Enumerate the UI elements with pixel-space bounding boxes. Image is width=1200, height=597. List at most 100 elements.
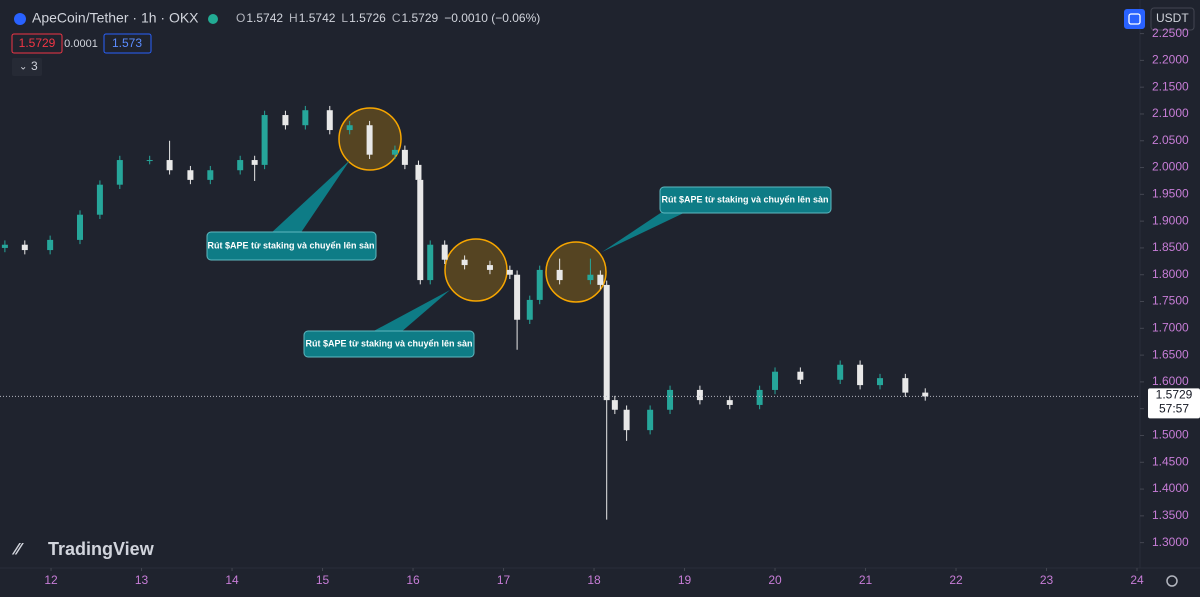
y-tick-label: 1.8000 xyxy=(1152,267,1189,281)
y-tick-label: 2.1000 xyxy=(1152,106,1189,120)
x-tick-label: 24 xyxy=(1130,573,1144,587)
y-tick-label: 1.6500 xyxy=(1152,347,1189,361)
y-tick-label: 2.1500 xyxy=(1152,79,1189,93)
candle-body xyxy=(391,149,398,155)
candle-body xyxy=(302,110,309,126)
callout-box xyxy=(206,231,377,261)
callout-pointer xyxy=(602,210,690,252)
symbol-title: ApeCoin/Tether · 1h · OKX xyxy=(32,10,199,26)
candle-body xyxy=(587,274,594,281)
ohlc-label: H xyxy=(289,11,298,25)
ohlc-value: 1.5726 xyxy=(349,11,386,25)
ask-price: 1.573 xyxy=(112,36,142,50)
currency-button[interactable] xyxy=(1150,7,1195,31)
candle-body xyxy=(187,170,194,180)
x-tick-label: 13 xyxy=(135,573,149,587)
ohlc-value: 1.5742 xyxy=(299,11,336,25)
y-tick-label: 1.5000 xyxy=(1152,428,1189,442)
candle-body xyxy=(417,179,424,281)
countdown: 57:57 xyxy=(1159,402,1189,416)
candle-body xyxy=(772,371,779,390)
candle-body xyxy=(47,239,54,251)
candle-body xyxy=(415,164,422,180)
x-tick-label: 23 xyxy=(1040,573,1054,587)
last-price-box xyxy=(1148,388,1200,419)
callout-pointer xyxy=(270,160,350,234)
x-tick-label: 20 xyxy=(768,573,782,587)
candle-body xyxy=(366,125,373,155)
currency: USDT xyxy=(1156,11,1189,25)
candle-body xyxy=(797,371,804,380)
candle-body xyxy=(623,409,630,431)
x-tick-label: 16 xyxy=(406,573,420,587)
last-price-label: 1.5729 xyxy=(1156,388,1193,402)
y-tick-label: 2.2500 xyxy=(1152,26,1189,40)
y-tick-label: 1.3500 xyxy=(1152,508,1189,522)
candle-body xyxy=(77,214,83,240)
candle-body xyxy=(857,364,864,386)
highlight-circle xyxy=(444,238,508,302)
candle-body xyxy=(96,184,103,215)
candle-body xyxy=(441,244,448,260)
candle-body xyxy=(556,269,563,281)
price-change: −0.0010 (−0.06%) xyxy=(444,11,540,25)
candle-body xyxy=(647,409,654,431)
y-tick-label: 2.0500 xyxy=(1152,133,1189,147)
ohlc-label: L xyxy=(341,11,348,25)
candle-body xyxy=(251,160,258,165)
sync-button[interactable] xyxy=(1124,9,1145,29)
candle-body xyxy=(326,110,333,131)
candle-body xyxy=(461,259,468,266)
candle-body xyxy=(146,160,153,162)
candle-body xyxy=(346,125,353,131)
y-tick-label: 2.2000 xyxy=(1152,53,1189,67)
candle-body xyxy=(21,244,28,251)
candle-body xyxy=(261,115,268,165)
y-tick-label: 1.4500 xyxy=(1152,454,1189,468)
brand-logo: ⁄⁄ xyxy=(11,539,24,558)
candle-body xyxy=(506,269,513,275)
y-tick-label: 2.0000 xyxy=(1152,160,1189,174)
candle-body xyxy=(696,389,703,401)
candle-body xyxy=(667,389,674,410)
y-tick-label: 1.9000 xyxy=(1152,213,1189,227)
candle-body xyxy=(237,160,244,171)
brand: TradingView xyxy=(48,539,155,559)
candle-body xyxy=(207,170,214,180)
candle-body xyxy=(902,378,909,393)
candle-body xyxy=(611,400,618,410)
candle-body xyxy=(726,400,733,405)
candle-body xyxy=(1,244,8,248)
y-tick-label: 1.6000 xyxy=(1152,374,1189,388)
ask-box[interactable] xyxy=(103,33,152,54)
y-tick-label: 1.8500 xyxy=(1152,240,1189,254)
y-tick-label: 1.4000 xyxy=(1152,481,1189,495)
candle-body xyxy=(486,265,493,270)
candle-body xyxy=(116,160,123,185)
ohlc-value: 1.5729 xyxy=(401,11,438,25)
candle-body xyxy=(837,364,844,380)
settings-icon[interactable] xyxy=(1166,575,1178,587)
status-dot xyxy=(208,14,218,24)
candle-body xyxy=(603,284,610,401)
candle-body xyxy=(282,115,289,126)
x-tick-label: 12 xyxy=(44,573,58,587)
callout-box xyxy=(303,330,475,358)
x-tick-label: 15 xyxy=(316,573,330,587)
candle-body xyxy=(922,392,929,397)
candle-body xyxy=(526,299,533,320)
annotation: Rút $APE từ staking và chuyển lên sàn xyxy=(661,194,828,204)
y-tick-label: 1.3000 xyxy=(1152,535,1189,549)
candle-body xyxy=(597,274,604,285)
indicator-count: 3 xyxy=(31,59,38,73)
chevron: ⌄ xyxy=(19,62,27,73)
annotation: Rút $APE từ staking và chuyển lên sàn xyxy=(305,338,472,348)
x-tick-label: 17 xyxy=(497,573,511,587)
ohlc-value: 1.5742 xyxy=(246,11,283,25)
indicators-toggle[interactable] xyxy=(12,58,42,76)
candle-body xyxy=(166,160,173,171)
y-tick-label: 1.7500 xyxy=(1152,294,1189,308)
bid-box[interactable] xyxy=(11,33,63,54)
